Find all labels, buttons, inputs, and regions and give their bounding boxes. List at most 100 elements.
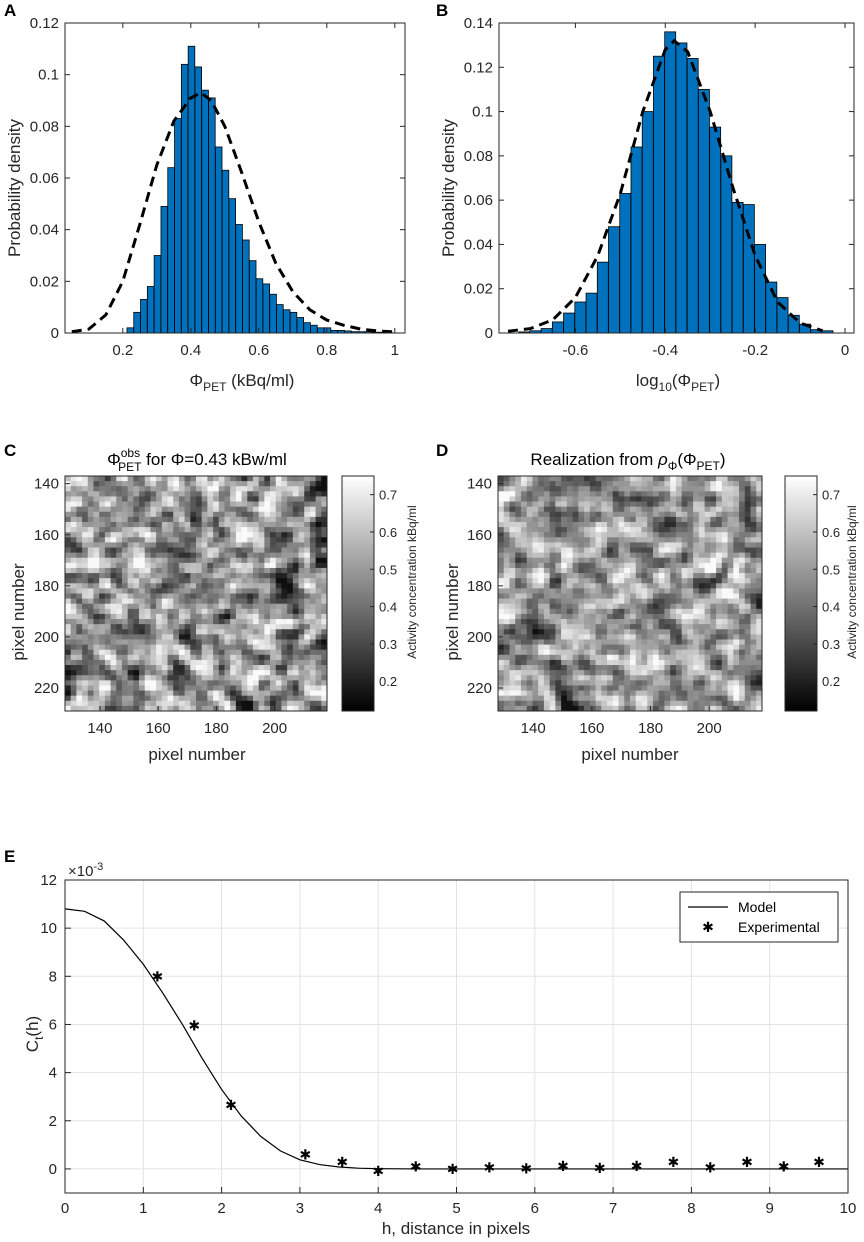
heatmap-cell — [635, 486, 642, 492]
heatmap-cell — [65, 562, 72, 569]
heatmap-cell — [196, 613, 203, 620]
heatmap-cell — [561, 690, 568, 697]
heatmap-cell — [630, 547, 637, 554]
heatmap-cell — [566, 639, 574, 645]
heatmap-cell — [532, 521, 539, 528]
heatmap-cell — [252, 491, 260, 497]
heatmap-cell — [104, 695, 111, 702]
heatmap-cell — [727, 675, 734, 681]
x-tick-label: 1 — [391, 342, 399, 359]
heatmap-cell — [65, 573, 72, 579]
heatmap-cell — [150, 578, 157, 584]
heatmap-cell — [258, 644, 265, 651]
heatmap-cell — [532, 552, 539, 559]
heatmap-cell — [584, 486, 591, 492]
heatmap-cell — [733, 624, 740, 630]
heatmap-cell — [716, 613, 723, 620]
heatmap-cell — [584, 496, 591, 502]
heatmap-cell — [213, 567, 220, 574]
heatmap-cell — [515, 705, 522, 712]
heatmap-cell — [241, 486, 248, 492]
heatmap-cell — [607, 603, 614, 610]
heatmap-cell — [224, 613, 231, 620]
heatmap-cell — [315, 613, 322, 620]
heatmap-cell — [561, 675, 568, 681]
heatmap-cell — [693, 486, 700, 492]
heatmap-cell — [304, 588, 311, 594]
heatmap-cell — [589, 644, 596, 651]
heatmap-cell — [652, 521, 660, 528]
heatmap-cell — [727, 705, 734, 712]
heatmap-cell — [264, 501, 271, 508]
heatmap-cell — [652, 527, 660, 533]
heatmap-cell — [167, 680, 174, 686]
heatmap-cell — [76, 542, 83, 548]
heatmap-cell — [116, 527, 123, 533]
heatmap-cell — [543, 629, 551, 635]
heatmap-cell — [515, 685, 522, 691]
heatmap-cell — [698, 593, 706, 600]
heatmap-cell — [82, 634, 89, 640]
heatmap-cell — [635, 619, 642, 625]
heatmap-cell — [247, 557, 254, 564]
heatmap-cell — [116, 603, 123, 610]
heatmap-cell — [652, 695, 660, 702]
heatmap-cell — [218, 603, 225, 610]
heatmap-cell — [247, 598, 254, 605]
heatmap-cell — [298, 644, 305, 651]
heatmap-cell — [156, 619, 163, 625]
heatmap-cell — [589, 557, 596, 564]
heatmap-cell — [150, 659, 157, 666]
heatmap-cell — [270, 547, 277, 554]
heatmap-cell — [116, 685, 123, 691]
heatmap-cell — [618, 506, 625, 513]
heatmap-cell — [264, 705, 271, 712]
heatmap-cell — [298, 476, 305, 482]
heatmap-cell — [607, 593, 614, 600]
heatmap-cell — [658, 624, 665, 630]
heatmap-cell — [687, 491, 694, 497]
heatmap-cell — [161, 603, 168, 610]
heatmap-cell — [572, 496, 579, 502]
heatmap-cell — [304, 583, 311, 589]
heatmap-cell — [275, 552, 282, 559]
heatmap-cell — [607, 695, 614, 702]
heatmap-cell — [116, 481, 123, 487]
heatmap-cell — [247, 639, 254, 645]
heatmap-cell — [572, 527, 579, 533]
heatmap-cell — [241, 542, 248, 548]
heatmap-cell — [750, 562, 757, 569]
heatmap-cell — [76, 562, 83, 569]
heatmap-cell — [693, 634, 700, 640]
heatmap-cell — [584, 690, 591, 697]
heatmap-cell — [641, 562, 648, 569]
heatmap-cell — [161, 532, 168, 538]
heatmap-cell — [104, 608, 111, 615]
heatmap-cell — [93, 562, 100, 569]
heatmap-cell — [218, 547, 225, 554]
heatmap-cell — [161, 644, 168, 651]
histogram-bar — [563, 312, 576, 334]
heatmap-cell — [110, 491, 117, 497]
heatmap-cell — [235, 567, 242, 574]
heatmap-cell — [641, 511, 648, 518]
heatmap-cell — [224, 578, 231, 584]
heatmap-cell — [681, 481, 688, 487]
heatmap-cell — [618, 511, 625, 518]
heatmap-cell — [681, 583, 688, 589]
heatmap-cell — [82, 506, 89, 513]
histogram-bar — [641, 111, 654, 334]
heatmap-cell — [618, 665, 625, 671]
heatmap-cell — [150, 593, 157, 600]
heatmap-cell — [281, 516, 288, 523]
heatmap-cell — [144, 629, 151, 635]
heatmap-cell — [281, 547, 288, 554]
heatmap-cell — [207, 476, 214, 482]
heatmap-cell — [65, 608, 72, 615]
heatmap-cell — [110, 608, 117, 615]
heatmap-cell — [150, 695, 157, 702]
heatmap-cell — [756, 593, 763, 600]
heatmap-cell — [207, 562, 214, 569]
heatmap-cell — [93, 690, 100, 697]
heatmap-cell — [675, 629, 683, 635]
